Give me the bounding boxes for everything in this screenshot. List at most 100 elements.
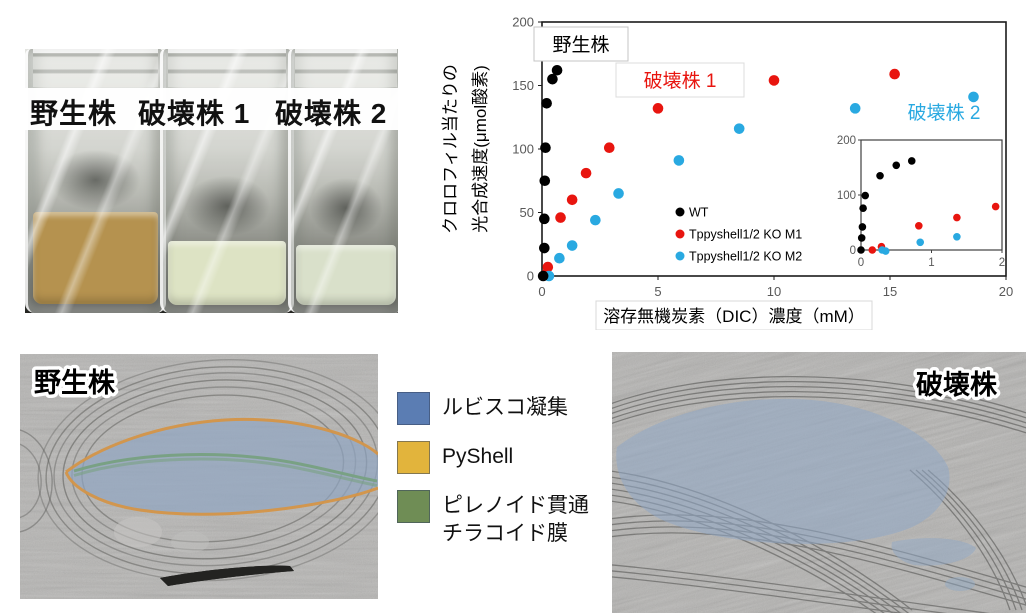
inset-x-tick-label: 1	[928, 257, 934, 269]
inset-x-tick-label: 2	[999, 257, 1005, 269]
data-point	[603, 142, 615, 154]
data-point	[580, 167, 592, 179]
inset-axes-layer: 0 1 2 0 100 200	[837, 135, 1005, 269]
x-axis-title: 溶存無機炭素（DIC）濃度（mM）	[603, 307, 865, 326]
em-image-wild-type: 野生株	[20, 354, 378, 599]
inset-y-tick-label: 0	[850, 245, 856, 257]
rubisco-aggregate-overlay	[616, 398, 950, 544]
rubisco-patch-tiny	[945, 577, 975, 591]
legend-label-pyshell: PyShell	[442, 445, 514, 468]
pyshell-outline-bottom	[64, 471, 378, 516]
annotation-text-wild-type: 野生株	[552, 34, 609, 56]
y-tick-label: 150	[512, 78, 534, 93]
inset-data-point	[876, 171, 884, 180]
annotation-box	[533, 26, 629, 62]
y-tick-label: 200	[512, 15, 534, 30]
legend-series-label: Tppyshell1/2 KO M2	[689, 250, 802, 264]
data-point	[542, 261, 554, 273]
pyshell-swatch	[397, 441, 430, 474]
chart-series-legend: WT Tppyshell1/2 KO M1 Tppyshell1/2 KO M2	[675, 206, 802, 264]
data-point	[566, 240, 578, 251]
culture-flask-photo: 野生株 破壊株 1 破壊株 2	[25, 49, 398, 313]
data-point	[537, 270, 549, 282]
vesicle-blob	[171, 531, 209, 553]
y-axis-title-line1: クロロフィル当たりの	[441, 64, 460, 234]
inset-plot-border	[860, 139, 1003, 251]
scatter-points-main	[537, 64, 979, 282]
inset-data-point	[953, 213, 961, 222]
photo-label-wild-type: 野生株	[30, 98, 118, 129]
data-point	[554, 252, 565, 264]
legend-marker	[675, 207, 685, 217]
rubisco-swatch	[397, 392, 430, 425]
y-tick-label: 50	[520, 205, 534, 220]
x-axis-title-box	[595, 300, 873, 330]
dark-particle	[160, 565, 294, 586]
legend-label-rubisco: ルビスコ凝集	[442, 396, 568, 419]
legend-series-label: Tppyshell1/2 KO M1	[689, 228, 802, 242]
legend-item-thylakoid: ピレノイド貫通 チラコイド膜	[397, 490, 612, 549]
inset-data-point	[859, 204, 867, 212]
inset-data-point	[916, 238, 925, 247]
y-axis-title-line2: 光合成速度(μmol酸素)	[471, 65, 490, 233]
inset-data-point	[857, 246, 865, 254]
inset-data-point	[892, 161, 901, 170]
data-point	[673, 155, 685, 166]
inset-data-point	[907, 157, 916, 165]
x-tick-label: 20	[999, 284, 1013, 299]
legend-item-pyshell: PyShell	[397, 441, 612, 474]
inset-x-tick-label: 0	[858, 257, 864, 269]
em-image-knockout: 破壊株	[612, 352, 1026, 613]
legend-label-thylakoid: ピレノイド貫通 チラコイド膜	[442, 490, 589, 549]
inset-data-point	[881, 247, 890, 255]
data-point	[849, 103, 861, 114]
vesicle-blob	[114, 517, 162, 547]
inset-data-point	[857, 234, 866, 242]
inset-y-tick-label: 200	[837, 135, 856, 147]
inset-data-point	[991, 202, 1000, 211]
data-point	[768, 75, 780, 86]
scatter-points-inset	[857, 157, 1000, 255]
x-axis-title-group: 溶存無機炭素（DIC）濃度（mM）	[595, 300, 873, 330]
annotation-knockout-1: 破壊株 1	[615, 62, 745, 98]
y-tick-label: 100	[512, 142, 534, 157]
x-tick-label: 15	[883, 284, 897, 299]
photo-label-knockout-2: 破壊株 2	[275, 98, 388, 129]
y-tick-label: 0	[527, 269, 534, 284]
data-point	[547, 73, 558, 85]
inset-data-point	[915, 222, 923, 230]
data-point	[590, 214, 601, 226]
legend-series-label: WT	[689, 206, 709, 220]
data-point	[968, 91, 979, 103]
annotation-text-knockout-2: 破壊株 2	[908, 102, 981, 124]
data-point	[551, 64, 563, 76]
photo-label-band: 野生株 破壊株 1 破壊株 2	[25, 88, 398, 130]
inset-data-point	[953, 233, 961, 241]
data-point	[652, 103, 664, 114]
inset-data-point	[868, 246, 877, 254]
legend-marker	[675, 229, 685, 239]
em-label-wild-type: 野生株	[34, 368, 116, 398]
data-point	[539, 242, 550, 254]
inset-y-tick-label: 100	[837, 190, 856, 202]
data-point	[555, 212, 566, 223]
thylakoid-swatch	[397, 490, 430, 523]
traversing-thylakoid-line	[73, 453, 378, 483]
data-point	[613, 188, 624, 199]
annotation-box	[615, 62, 745, 98]
data-point	[889, 68, 900, 80]
legend-label-thylakoid-line1: ピレノイド貫通	[442, 494, 589, 517]
rubisco-aggregate-overlay	[66, 419, 378, 515]
legend-item-rubisco: ルビスコ凝集	[397, 392, 612, 425]
data-point	[541, 97, 552, 109]
rubisco-patch-small	[891, 538, 976, 566]
x-tick-label: 10	[767, 284, 781, 299]
x-tick-label: 0	[538, 284, 545, 299]
data-point	[733, 123, 745, 134]
legend-label-thylakoid-line2: チラコイド膜	[442, 522, 568, 546]
em-label-knockout: 破壊株	[916, 370, 998, 400]
data-point	[566, 194, 578, 206]
